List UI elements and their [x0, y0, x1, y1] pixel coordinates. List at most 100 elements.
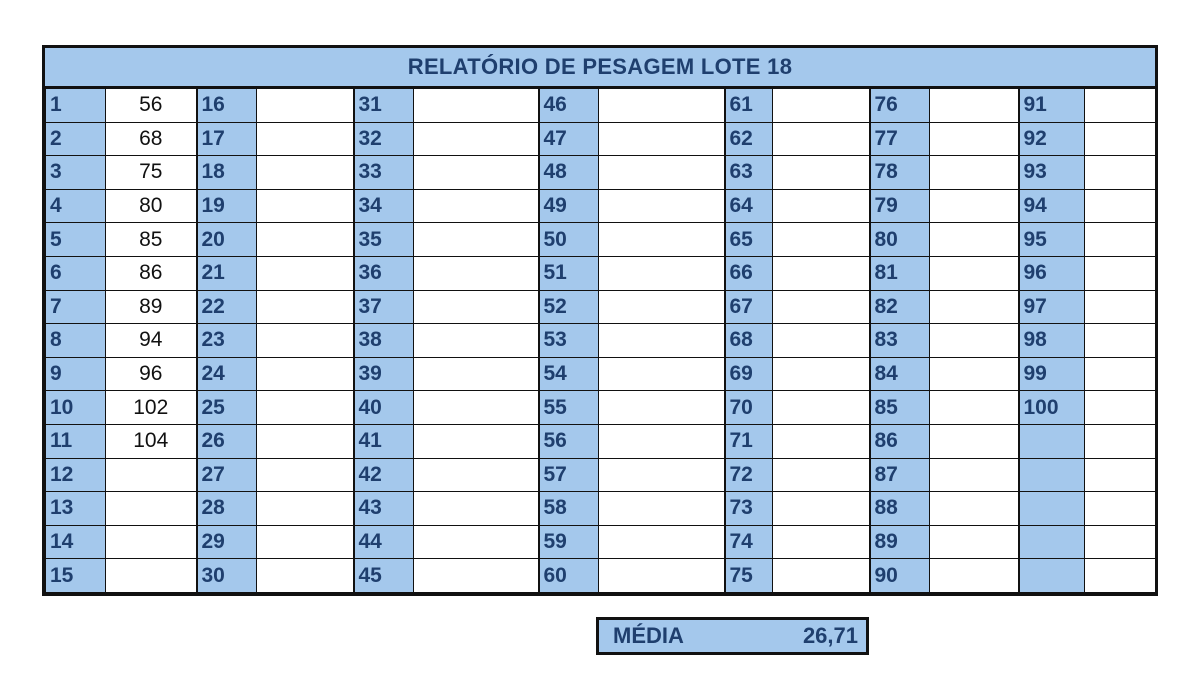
weight-value-cell[interactable]	[1084, 289, 1156, 325]
weight-value-cell[interactable]	[598, 356, 725, 392]
weight-value-cell[interactable]	[1084, 524, 1156, 560]
weight-value-cell[interactable]	[413, 255, 539, 291]
weight-value-cell[interactable]	[929, 423, 1019, 459]
weight-value-cell[interactable]	[929, 558, 1019, 593]
weight-value-cell[interactable]	[598, 121, 725, 157]
weight-value-cell[interactable]	[413, 188, 539, 224]
weight-value-cell[interactable]	[929, 524, 1019, 560]
weight-value-cell[interactable]	[1084, 121, 1156, 157]
weight-value-cell[interactable]	[598, 524, 725, 560]
weight-value-cell[interactable]	[413, 524, 539, 560]
weight-value-cell[interactable]: 89	[105, 289, 197, 325]
weight-value-cell[interactable]	[772, 558, 870, 593]
weight-value-cell[interactable]	[598, 390, 725, 425]
weight-value-cell[interactable]: 75	[105, 155, 197, 190]
weight-value-cell[interactable]	[772, 423, 870, 459]
weight-value-cell[interactable]	[1084, 558, 1156, 593]
weight-value-cell[interactable]	[1084, 356, 1156, 392]
weight-value-cell[interactable]	[598, 222, 725, 257]
weight-value-cell[interactable]	[256, 155, 354, 190]
weight-value-cell[interactable]	[598, 188, 725, 224]
weight-value-cell[interactable]	[772, 356, 870, 392]
weight-value-cell[interactable]	[256, 491, 354, 526]
weight-value-cell[interactable]	[256, 289, 354, 325]
weight-value-cell[interactable]	[256, 457, 354, 493]
weight-value-cell[interactable]	[256, 255, 354, 291]
weight-value-cell[interactable]	[1084, 155, 1156, 190]
weight-value-cell[interactable]	[256, 356, 354, 392]
weight-value-cell[interactable]	[598, 88, 725, 123]
weight-value-cell[interactable]	[413, 155, 539, 190]
weight-value-cell[interactable]	[598, 423, 725, 459]
weight-value-cell[interactable]	[1084, 457, 1156, 493]
weight-value-cell[interactable]	[598, 289, 725, 325]
weight-value-cell[interactable]	[929, 390, 1019, 425]
weight-value-cell[interactable]	[413, 323, 539, 358]
weight-value-cell[interactable]	[929, 155, 1019, 190]
weight-value-cell[interactable]	[598, 457, 725, 493]
weight-value-cell[interactable]	[105, 524, 197, 560]
weight-value-cell[interactable]	[256, 423, 354, 459]
weight-value-cell[interactable]	[1084, 255, 1156, 291]
weight-value-cell[interactable]	[1084, 390, 1156, 425]
weight-value-cell[interactable]	[413, 390, 539, 425]
weight-value-cell[interactable]	[772, 524, 870, 560]
weight-value-cell[interactable]: 96	[105, 356, 197, 392]
weight-value-cell[interactable]: 56	[105, 88, 197, 123]
weight-value-cell[interactable]	[929, 121, 1019, 157]
weight-value-cell[interactable]	[256, 558, 354, 593]
weight-value-cell[interactable]	[929, 356, 1019, 392]
weight-value-cell[interactable]	[929, 188, 1019, 224]
weight-value-cell[interactable]	[929, 88, 1019, 123]
weight-value-cell[interactable]	[105, 491, 197, 526]
weight-value-cell[interactable]	[772, 323, 870, 358]
weight-value-cell[interactable]	[1084, 323, 1156, 358]
weight-value-cell[interactable]	[598, 323, 725, 358]
weight-value-cell[interactable]	[413, 289, 539, 325]
weight-value-cell[interactable]	[772, 390, 870, 425]
weight-value-cell[interactable]: 102	[105, 390, 197, 425]
weight-value-cell[interactable]	[772, 88, 870, 123]
weight-value-cell[interactable]	[929, 255, 1019, 291]
weight-value-cell[interactable]: 104	[105, 423, 197, 459]
weight-value-cell[interactable]	[929, 323, 1019, 358]
weight-value-cell[interactable]	[256, 323, 354, 358]
weight-value-cell[interactable]	[1084, 491, 1156, 526]
weight-value-cell[interactable]	[256, 222, 354, 257]
weight-value-cell[interactable]	[772, 121, 870, 157]
weight-value-cell[interactable]	[772, 155, 870, 190]
weight-value-cell[interactable]	[413, 356, 539, 392]
weight-value-cell[interactable]	[929, 222, 1019, 257]
weight-value-cell[interactable]	[772, 491, 870, 526]
weight-value-cell[interactable]	[772, 457, 870, 493]
weight-value-cell[interactable]	[256, 88, 354, 123]
weight-value-cell[interactable]	[256, 188, 354, 224]
weight-value-cell[interactable]	[929, 491, 1019, 526]
weight-value-cell[interactable]	[256, 524, 354, 560]
weight-value-cell[interactable]	[1084, 423, 1156, 459]
weight-value-cell[interactable]	[1084, 222, 1156, 257]
weight-value-cell[interactable]: 94	[105, 323, 197, 358]
weight-value-cell[interactable]	[105, 457, 197, 493]
weight-value-cell[interactable]	[256, 390, 354, 425]
weight-value-cell[interactable]	[598, 491, 725, 526]
weight-value-cell[interactable]	[772, 289, 870, 325]
weight-value-cell[interactable]	[413, 88, 539, 123]
weight-value-cell[interactable]	[772, 255, 870, 291]
weight-value-cell[interactable]: 80	[105, 188, 197, 224]
weight-value-cell[interactable]	[1084, 188, 1156, 224]
weight-value-cell[interactable]	[772, 188, 870, 224]
weight-value-cell[interactable]	[413, 457, 539, 493]
weight-value-cell[interactable]	[256, 121, 354, 157]
weight-value-cell[interactable]	[413, 121, 539, 157]
weight-value-cell[interactable]	[1084, 88, 1156, 123]
weight-value-cell[interactable]	[772, 222, 870, 257]
weight-value-cell[interactable]	[413, 423, 539, 459]
weight-value-cell[interactable]	[598, 255, 725, 291]
weight-value-cell[interactable]	[413, 222, 539, 257]
weight-value-cell[interactable]	[598, 558, 725, 593]
weight-value-cell[interactable]: 85	[105, 222, 197, 257]
weight-value-cell[interactable]	[929, 289, 1019, 325]
weight-value-cell[interactable]	[413, 558, 539, 593]
weight-value-cell[interactable]: 68	[105, 121, 197, 157]
